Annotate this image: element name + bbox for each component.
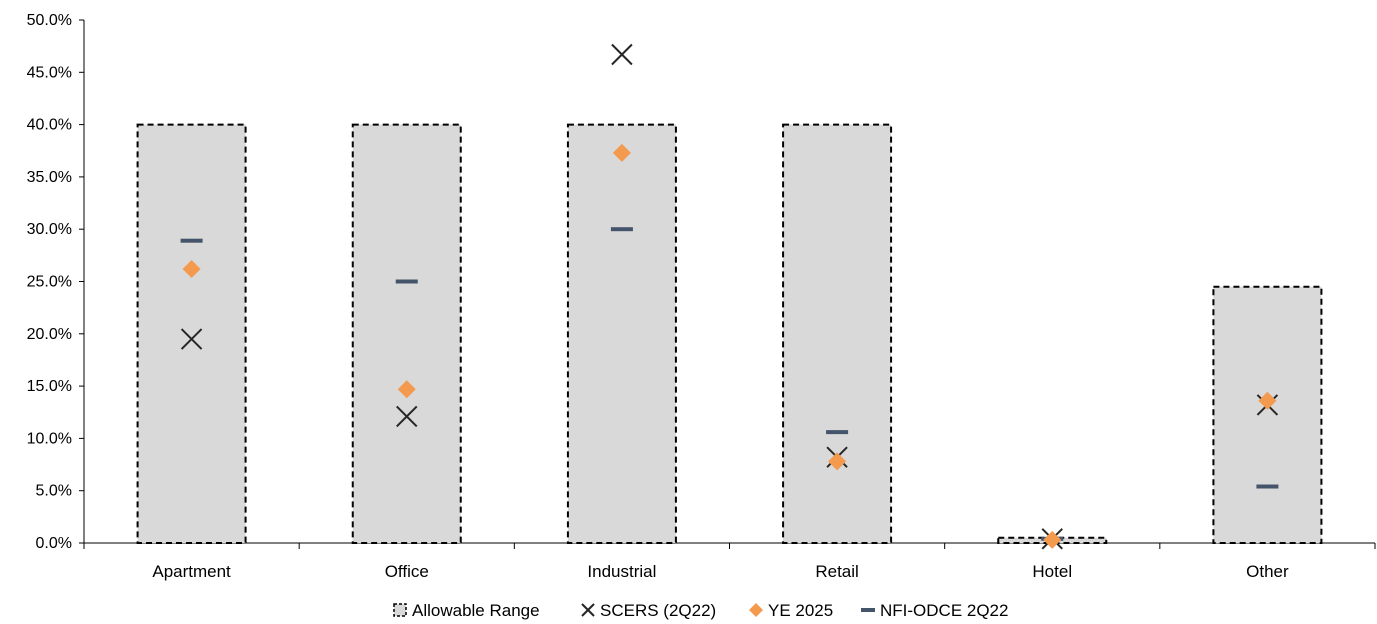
nfi-odce-marker — [180, 238, 203, 243]
range-bar — [566, 123, 677, 544]
legend: Allowable Range SCERS (2Q22) YE 2025 NFI-OD… — [393, 601, 1008, 620]
y-tick-label: 50.0% — [27, 12, 72, 29]
legend-label: YE 2025 — [768, 601, 833, 620]
legend-swatch-ye-2025 — [749, 603, 763, 617]
range-bar — [351, 123, 462, 544]
legend-label: Allowable Range — [412, 601, 540, 620]
y-tick-label: 25.0% — [27, 274, 72, 291]
scers-marker-stroke — [611, 43, 633, 66]
x-category-label: Other — [1246, 562, 1289, 581]
x-category-label: Hotel — [1032, 562, 1072, 581]
ye-2025-marker — [828, 452, 847, 471]
legend-item: NFI-ODCE 2Q22 — [861, 601, 1008, 620]
scers-marker-stroke — [396, 405, 418, 428]
legend-item: Allowable Range — [393, 601, 540, 620]
legend-swatch-range — [393, 603, 407, 617]
range-bar — [782, 123, 893, 544]
range-bar — [1212, 285, 1323, 544]
ye-2025-marker — [397, 380, 416, 399]
legend-label: NFI-ODCE 2Q22 — [880, 601, 1008, 620]
x-category-label: Industrial — [587, 562, 656, 581]
y-tick-label: 0.0% — [36, 535, 72, 552]
x-category-label: Retail — [815, 562, 858, 581]
range-bars — [136, 123, 1323, 545]
axes: 0.0% 5.0% 10.0% 15.0% 20.0% 25.0% 30.0% 35.0% 40… — [27, 12, 1376, 581]
y-tick-label: 10.0% — [27, 430, 72, 447]
ye-2025-marker — [1258, 391, 1277, 410]
y-tick-label: 5.0% — [36, 483, 72, 500]
scers-marker-stroke — [180, 328, 203, 350]
y-tick-label: 20.0% — [27, 326, 72, 343]
y-tick-label: 30.0% — [27, 221, 72, 238]
legend-swatch-scers — [581, 603, 595, 617]
legend-swatch-stroke — [581, 603, 595, 617]
legend-swatch-nfi-odce — [861, 608, 875, 612]
markers — [180, 43, 1279, 550]
scers-marker — [611, 43, 633, 66]
y-tick-label: 35.0% — [27, 169, 72, 186]
x-category-label: Apartment — [152, 562, 231, 581]
scers-marker — [180, 328, 203, 350]
nfi-odce-marker — [1256, 484, 1279, 489]
x-category-label: Office — [385, 562, 429, 581]
legend-item: SCERS (2Q22) — [581, 601, 716, 620]
ye-2025-marker — [182, 259, 201, 278]
y-tick-label: 15.0% — [27, 378, 72, 395]
ye-2025-marker — [1043, 530, 1062, 549]
legend-label: SCERS (2Q22) — [600, 601, 716, 620]
range-bar — [136, 123, 247, 544]
legend-item: YE 2025 — [749, 601, 833, 620]
scers-marker — [396, 405, 418, 428]
nfi-odce-marker — [610, 227, 633, 232]
nfi-odce-marker — [395, 279, 418, 284]
y-tick-label: 45.0% — [27, 64, 72, 81]
nfi-odce-marker — [826, 430, 849, 435]
ye-2025-marker — [612, 143, 631, 162]
y-tick-label: 40.0% — [27, 117, 72, 134]
